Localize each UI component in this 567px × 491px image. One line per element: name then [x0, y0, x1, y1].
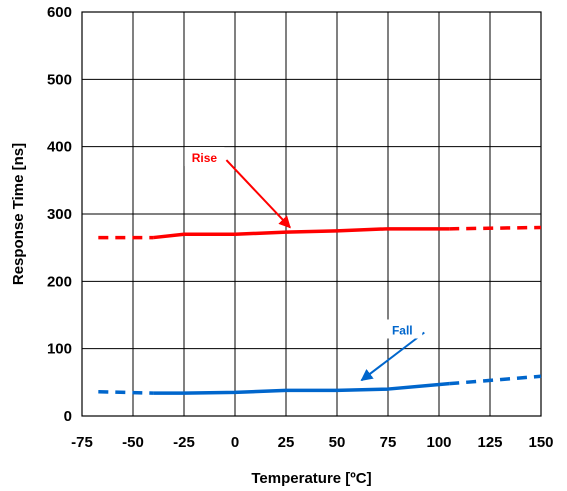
- plot-frame: [81, 11, 542, 417]
- callout-box-fall: [382, 319, 423, 339]
- callout-label-fall: Fall: [392, 323, 413, 337]
- series-layer: [98, 225, 542, 395]
- x-tick-label: 0: [231, 434, 239, 451]
- series-fall-extrapolated: [98, 390, 154, 395]
- y-axis-title: Response Time [ns]: [10, 143, 27, 285]
- callout-arrow-rise: [225, 159, 291, 229]
- series-fall-extrapolated: [449, 374, 542, 386]
- x-tick-label: 125: [477, 434, 502, 451]
- y-tick-label: 600: [47, 4, 72, 21]
- callout-box-rise: [184, 147, 225, 167]
- callout-label-rise: Rise: [192, 151, 218, 165]
- x-tick-label: 25: [278, 434, 295, 451]
- y-tick-label: 500: [47, 71, 72, 88]
- y-tick-label: 100: [47, 341, 72, 358]
- tick-labels: -75 -50 -25 0 25 50 75 100 125 150 0 100 200 300 400 50…: [47, 4, 554, 451]
- annotation-layer: Rise Fall: [184, 147, 425, 382]
- y-tick-label: 0: [64, 408, 72, 425]
- x-tick-label: -75: [71, 434, 93, 451]
- x-axis-title: Temperature [ºC]: [251, 470, 371, 487]
- series-rise-line: [153, 227, 450, 240]
- x-tick-label: 100: [426, 434, 451, 451]
- y-tick-label: 400: [47, 139, 72, 156]
- x-tick-label: 75: [380, 434, 397, 451]
- series-fall-line: [153, 381, 450, 395]
- y-tick-label: 200: [47, 273, 72, 290]
- series-rise-extrapolated: [449, 225, 542, 231]
- x-tick-label: 50: [329, 434, 346, 451]
- x-tick-label: 150: [528, 434, 553, 451]
- x-tick-label: -50: [122, 434, 144, 451]
- y-tick-label: 300: [47, 206, 72, 223]
- callout-arrow-fall: [360, 331, 425, 382]
- grid: [81, 11, 542, 417]
- x-tick-label: -25: [173, 434, 195, 451]
